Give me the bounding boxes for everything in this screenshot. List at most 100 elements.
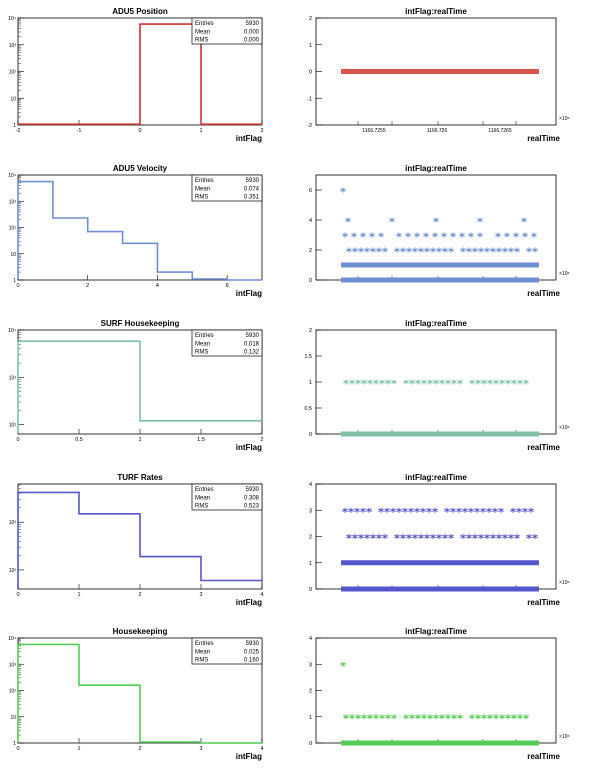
data-point-marker bbox=[433, 217, 439, 223]
data-point-marker bbox=[522, 232, 528, 238]
data-point-marker bbox=[450, 232, 456, 238]
data-point-marker bbox=[373, 379, 379, 385]
x-tick-label: 1166.7255 bbox=[362, 128, 385, 134]
data-point-marker bbox=[367, 714, 373, 720]
y-tick-label: 10 bbox=[10, 715, 16, 721]
scatter-panel: intFlag:realTime 0 0.5 1 1.5 2 ×10⁶ realTime bbox=[304, 319, 569, 452]
data-point-marker bbox=[358, 533, 364, 540]
data-point-marker bbox=[532, 533, 538, 540]
scatter-panel: intFlag:realTime 0 1 2 3 4 ×10⁶ realTime bbox=[309, 627, 570, 761]
data-point-marker bbox=[348, 507, 354, 513]
y-tick-label: 10² bbox=[9, 70, 17, 76]
data-point-marker bbox=[433, 379, 439, 385]
data-point-marker bbox=[358, 247, 364, 253]
data-point-marker bbox=[402, 507, 408, 513]
x-multiplier: ×10⁶ bbox=[559, 116, 570, 122]
data-point-marker bbox=[414, 232, 420, 238]
data-point-marker bbox=[502, 533, 508, 540]
chart-title: intFlag:realTime bbox=[405, 627, 467, 636]
y-tick-label: 0.5 bbox=[304, 406, 312, 412]
y-tick-label: 10 bbox=[10, 96, 16, 102]
data-point-marker bbox=[390, 507, 396, 513]
data-point-marker bbox=[517, 379, 523, 385]
x-tick-label: 2 bbox=[138, 592, 141, 598]
data-point-marker bbox=[474, 507, 480, 513]
stats-value: 5930 bbox=[246, 641, 260, 647]
y-tick-label: 1 bbox=[13, 278, 16, 284]
data-point-marker bbox=[514, 247, 520, 253]
data-point-marker bbox=[418, 247, 424, 253]
x-tick-label: 0 bbox=[16, 746, 19, 752]
data-point-marker bbox=[382, 247, 388, 253]
y-tick-label: 1 bbox=[309, 715, 312, 721]
data-point-marker bbox=[369, 232, 375, 238]
histogram-panel: TURF Rates 0 1 2 3 4 10² 10³ intFlag Entries 5930 M… bbox=[9, 473, 264, 607]
data-point-marker bbox=[493, 379, 499, 385]
data-point-marker bbox=[448, 533, 454, 540]
data-band bbox=[341, 740, 539, 746]
stats-value: 0.308 bbox=[244, 495, 260, 501]
data-point-marker bbox=[424, 247, 430, 253]
data-point-marker bbox=[472, 247, 478, 253]
y-tick-label: 2 bbox=[309, 689, 312, 695]
data-point-marker bbox=[418, 533, 424, 540]
data-point-marker bbox=[490, 533, 496, 540]
data-point-marker bbox=[496, 533, 502, 540]
data-point-marker bbox=[346, 533, 352, 540]
y-tick-label: 2 bbox=[309, 535, 312, 541]
y-tick-label: 10³ bbox=[9, 662, 17, 668]
data-point-marker bbox=[370, 247, 376, 253]
data-point-marker bbox=[468, 232, 474, 238]
data-point-marker bbox=[456, 507, 462, 513]
x-tick-label: 4 bbox=[260, 592, 263, 598]
data-point-marker bbox=[477, 232, 483, 238]
data-point-marker bbox=[462, 507, 468, 513]
data-point-marker bbox=[349, 714, 355, 720]
y-tick-label: 0 bbox=[309, 587, 312, 593]
data-point-marker bbox=[439, 714, 445, 720]
y-tick-label: 1.5 bbox=[304, 354, 312, 360]
y-tick-label: 6 bbox=[309, 188, 312, 194]
data-point-marker bbox=[439, 379, 445, 385]
x-tick-label: 0.5 bbox=[75, 437, 83, 443]
chart-title: intFlag:realTime bbox=[405, 319, 467, 328]
data-point-marker bbox=[492, 507, 498, 513]
y-tick-label: 10² bbox=[9, 568, 17, 574]
data-band bbox=[341, 69, 539, 74]
data-point-marker bbox=[432, 232, 438, 238]
data-point-marker bbox=[526, 247, 532, 253]
y-tick-label: 10³ bbox=[9, 520, 17, 526]
data-point-marker bbox=[448, 247, 454, 253]
data-point-marker bbox=[499, 714, 505, 720]
data-point-marker bbox=[351, 232, 357, 238]
data-point-marker bbox=[505, 379, 511, 385]
data-point-marker bbox=[382, 533, 388, 540]
stats-label: Entries bbox=[195, 333, 214, 339]
data-point-marker bbox=[394, 533, 400, 540]
x-tick-label: 0 bbox=[16, 592, 19, 598]
data-point-marker bbox=[378, 232, 384, 238]
y-tick-label: 10⁴ bbox=[8, 173, 16, 179]
data-point-marker bbox=[436, 247, 442, 253]
plot-frame bbox=[315, 637, 557, 744]
data-point-marker bbox=[423, 232, 429, 238]
data-point-marker bbox=[445, 379, 451, 385]
chart-title: SURF Housekeeping bbox=[101, 319, 180, 328]
data-point-marker bbox=[505, 714, 511, 720]
data-point-marker bbox=[475, 379, 481, 385]
data-point-marker bbox=[343, 379, 349, 385]
data-point-marker bbox=[396, 507, 402, 513]
stats-label: Mean bbox=[195, 186, 210, 192]
data-point-marker bbox=[522, 507, 528, 513]
x-tick-label: -2 bbox=[16, 128, 21, 134]
data-point-marker bbox=[379, 714, 385, 720]
data-band bbox=[341, 586, 539, 592]
x-tick-label: 2 bbox=[138, 746, 141, 752]
data-point-marker bbox=[427, 379, 433, 385]
stats-value: 0.160 bbox=[244, 658, 260, 664]
data-point-marker bbox=[480, 507, 486, 513]
data-point-marker bbox=[432, 507, 438, 513]
data-point-marker bbox=[472, 533, 478, 540]
stats-value: 0.132 bbox=[244, 350, 260, 356]
